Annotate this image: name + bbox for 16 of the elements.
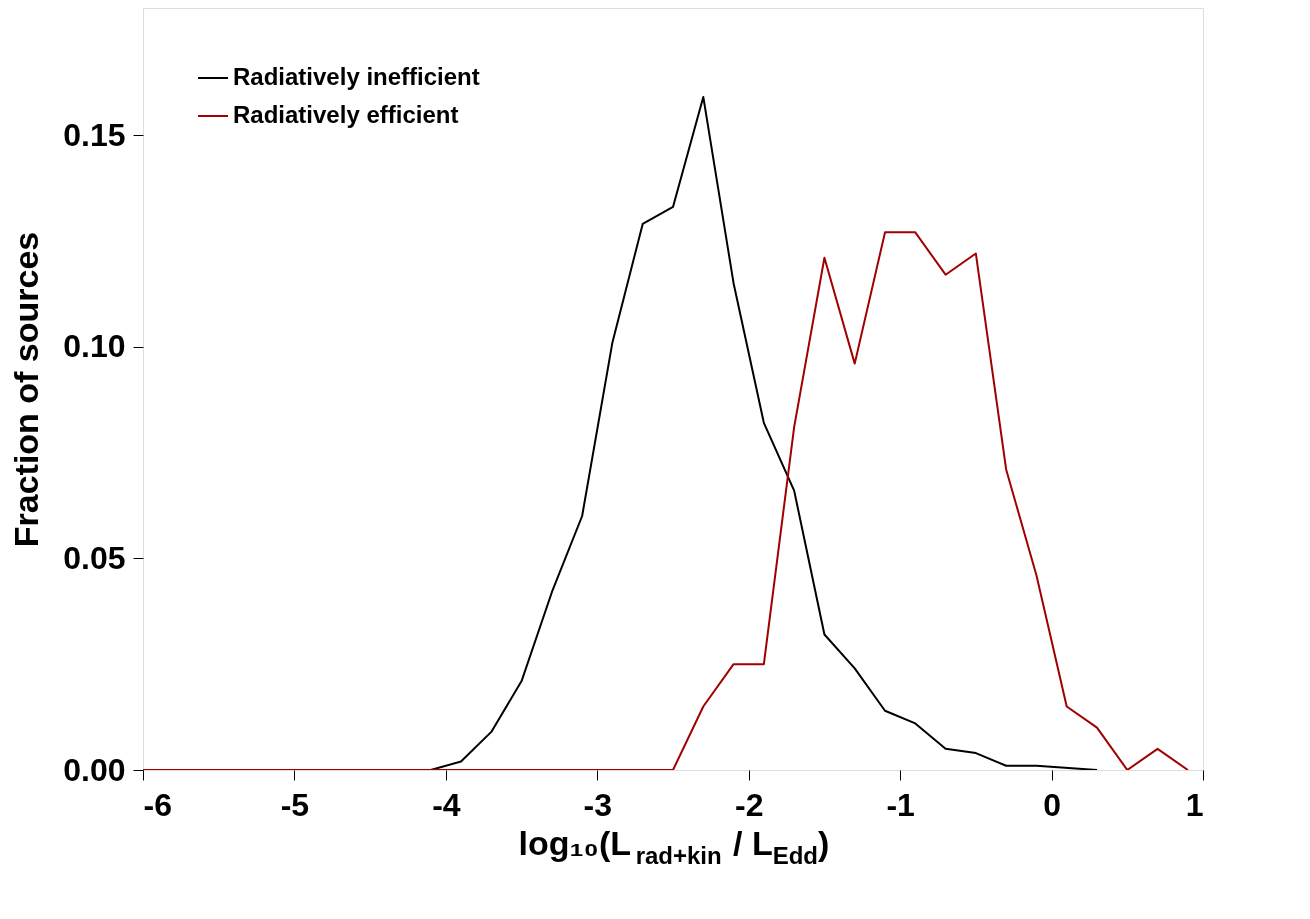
x-tick-label: -3	[583, 786, 613, 823]
y-tick-label: 0.05	[63, 539, 126, 576]
line-series	[143, 231, 1189, 770]
x-tick-label: -2	[734, 786, 764, 823]
legend-label: Radiatively inefficient	[233, 63, 480, 90]
x-tick-label: -5	[280, 786, 310, 823]
legend-label: Radiatively efficient	[233, 101, 459, 128]
y-tick-label: 0.00	[63, 751, 126, 788]
y-axis-title: Fraction of sources	[7, 231, 46, 548]
y-tick-label: 0.15	[63, 116, 126, 153]
x-tick-label: -4	[432, 786, 461, 823]
x-tick-label: 0	[1043, 786, 1061, 823]
y-tick-label: 0.10	[63, 328, 126, 365]
x-tick-label: -1	[886, 786, 915, 823]
x-tick-label: -6	[143, 786, 172, 823]
x-tick-label: 1	[1185, 786, 1204, 823]
